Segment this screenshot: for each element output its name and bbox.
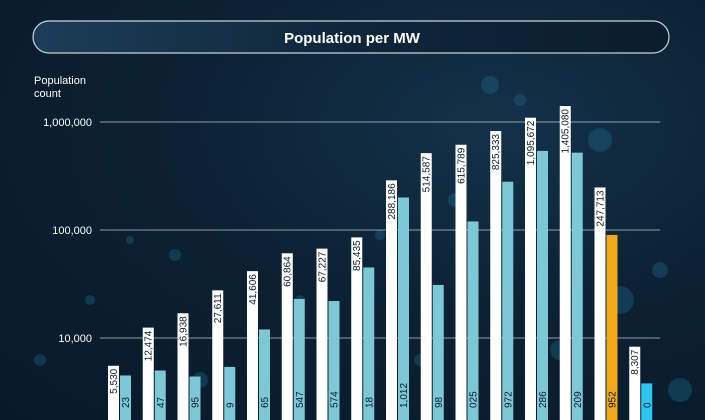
- bokeh-dot: [588, 128, 612, 152]
- bar-secondary-value-label: 47: [156, 396, 167, 408]
- bar-value-label: 5,530: [109, 368, 120, 393]
- bokeh-dot: [169, 249, 181, 261]
- bokeh-dot: [126, 236, 134, 244]
- bar-secondary: [328, 301, 340, 420]
- bokeh-dot: [34, 354, 46, 366]
- bar-secondary-value-label: 95: [191, 396, 202, 408]
- bar-secondary-value-label: 972: [503, 391, 514, 408]
- y-tick-label: 10,000: [58, 333, 92, 345]
- bar-secondary-value-label: 0: [642, 402, 653, 408]
- bar-primary: [594, 187, 606, 420]
- bar-secondary: [293, 298, 305, 420]
- bar-secondary-value-label: 1,012: [399, 383, 410, 408]
- bokeh-dot: [514, 94, 526, 106]
- bar-secondary-value-label: 025: [469, 391, 480, 408]
- bar-secondary-value-label: 952: [608, 391, 619, 408]
- bar-primary: [559, 106, 571, 420]
- bar-primary: [142, 327, 154, 420]
- background-texture: [34, 76, 692, 402]
- bar-primary: [281, 253, 293, 420]
- bar-secondary: [571, 152, 583, 420]
- bokeh-dot: [375, 230, 385, 240]
- bar-primary: [490, 131, 502, 420]
- bar-secondary: [363, 267, 375, 420]
- bar-secondary: [398, 197, 409, 420]
- bar-secondary: [154, 370, 166, 420]
- bar-primary: [247, 271, 258, 420]
- bokeh-dot: [668, 378, 692, 402]
- y-tick-label: 100,000: [52, 225, 92, 237]
- bar-primary: [386, 180, 397, 420]
- chart-title: Population per MW: [284, 30, 421, 47]
- bar-secondary: [641, 383, 653, 420]
- bar-value-label: 12,474: [144, 330, 155, 361]
- bar-secondary-value-label: 286: [538, 391, 549, 408]
- bar-primary: [420, 153, 432, 420]
- bar-secondary: [120, 375, 131, 420]
- bokeh-dot: [481, 76, 499, 94]
- bar-secondary-value-label: 23: [121, 396, 132, 408]
- bar-secondary: [224, 366, 236, 420]
- title-pill-shape: [32, 20, 670, 54]
- gridlines: 1,000,000 100,000 10,000: [43, 117, 660, 345]
- bar-primary: [177, 313, 189, 420]
- bar-value-label: 1,095,672: [526, 120, 537, 165]
- bar-value-label: 247,713: [596, 190, 607, 227]
- bokeh-dot: [652, 262, 668, 278]
- bar-secondary: [259, 329, 270, 420]
- bar-primary: [525, 117, 536, 420]
- bar-secondary-value-label: 98: [434, 396, 445, 408]
- bar-secondary: [189, 376, 201, 420]
- bar-secondary-value-label: 547: [295, 391, 306, 408]
- bar-secondary-value-label: 574: [330, 391, 341, 408]
- bar-value-label: 41,606: [248, 274, 259, 305]
- bar-primary: [351, 237, 363, 420]
- bar-primary: [316, 248, 328, 420]
- title-pill: Population per MW: [32, 20, 670, 54]
- bar-secondary: [467, 221, 479, 420]
- bars: [108, 106, 653, 420]
- bar-primary: [629, 346, 641, 420]
- y-tick-label: 1,000,000: [43, 117, 92, 129]
- bar-value-label: 514,587: [422, 156, 433, 193]
- bar-value-label: 16,938: [179, 316, 190, 347]
- y-axis-label: Population count: [34, 75, 86, 100]
- bar-value-label: 615,789: [457, 147, 468, 184]
- bar-value-label: 27,611: [213, 293, 224, 323]
- bar-secondary-value-label: 65: [260, 396, 271, 408]
- bar-value-label: 8,307: [630, 349, 641, 374]
- bar-value-label: 1,405,080: [561, 109, 572, 154]
- bar-value-label: 85,435: [352, 240, 363, 271]
- bar-secondary: [606, 234, 618, 420]
- bar-value-label: 825,333: [491, 134, 502, 171]
- bar-primary: [108, 365, 119, 420]
- bar-secondary: [432, 284, 444, 420]
- bar-secondary-value-label: 9: [225, 402, 236, 408]
- bar-secondary-value-label: 18: [364, 396, 375, 408]
- bar-primary: [212, 290, 224, 420]
- bar-secondary-value-label: 209: [573, 391, 584, 408]
- bar-primary: [455, 144, 467, 420]
- bokeh-dot: [85, 295, 95, 305]
- bar-secondary: [537, 150, 548, 420]
- bar-value-label: 288,186: [387, 183, 398, 220]
- bar-secondary: [502, 181, 514, 420]
- bar-value-label: 60,864: [283, 256, 294, 287]
- bar-value-label: 67,227: [318, 251, 329, 282]
